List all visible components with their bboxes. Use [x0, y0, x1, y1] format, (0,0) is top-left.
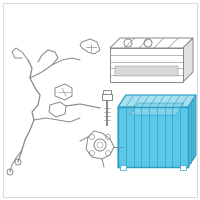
Polygon shape — [49, 102, 66, 117]
Bar — [180, 165, 186, 170]
Bar — [115, 66, 178, 76]
Polygon shape — [130, 103, 184, 115]
Bar — [103, 90, 111, 94]
Polygon shape — [118, 107, 188, 167]
Bar — [120, 165, 126, 170]
Polygon shape — [118, 155, 196, 167]
Polygon shape — [55, 84, 72, 100]
Polygon shape — [110, 38, 193, 48]
Polygon shape — [86, 131, 114, 159]
Polygon shape — [188, 95, 196, 167]
Polygon shape — [183, 38, 193, 82]
Polygon shape — [118, 95, 196, 107]
Polygon shape — [110, 48, 183, 82]
Polygon shape — [80, 39, 100, 54]
Polygon shape — [118, 95, 126, 167]
Bar — [102, 94, 112, 100]
